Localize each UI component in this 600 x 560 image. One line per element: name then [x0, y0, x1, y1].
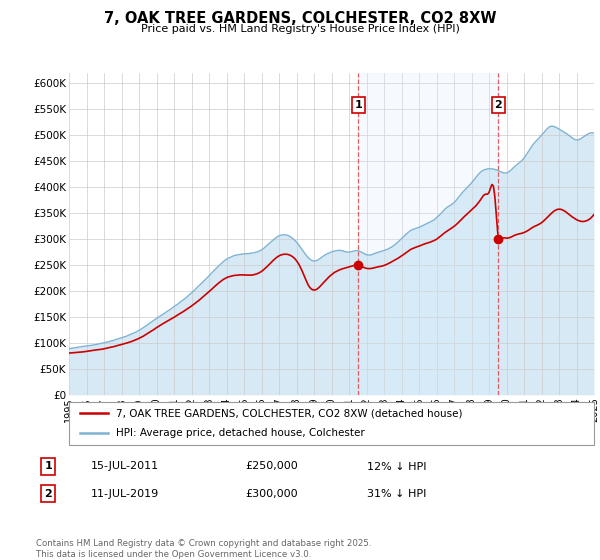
Text: 7, OAK TREE GARDENS, COLCHESTER, CO2 8XW: 7, OAK TREE GARDENS, COLCHESTER, CO2 8XW	[104, 11, 496, 26]
Text: £300,000: £300,000	[246, 488, 298, 498]
FancyBboxPatch shape	[69, 402, 594, 445]
Text: 15-JUL-2011: 15-JUL-2011	[91, 461, 160, 472]
Bar	[358, 73, 499, 395]
Text: 31% ↓ HPI: 31% ↓ HPI	[367, 488, 427, 498]
Text: 2: 2	[44, 488, 52, 498]
Text: 2: 2	[494, 100, 502, 110]
Text: Contains HM Land Registry data © Crown copyright and database right 2025.
This d: Contains HM Land Registry data © Crown c…	[36, 539, 371, 559]
Text: 1: 1	[44, 461, 52, 472]
Text: Price paid vs. HM Land Registry's House Price Index (HPI): Price paid vs. HM Land Registry's House …	[140, 24, 460, 34]
Text: 7, OAK TREE GARDENS, COLCHESTER, CO2 8XW (detached house): 7, OAK TREE GARDENS, COLCHESTER, CO2 8XW…	[116, 408, 463, 418]
Text: £250,000: £250,000	[246, 461, 299, 472]
Text: 11-JUL-2019: 11-JUL-2019	[91, 488, 160, 498]
Text: 12% ↓ HPI: 12% ↓ HPI	[367, 461, 427, 472]
Text: HPI: Average price, detached house, Colchester: HPI: Average price, detached house, Colc…	[116, 428, 365, 438]
Text: 1: 1	[355, 100, 362, 110]
